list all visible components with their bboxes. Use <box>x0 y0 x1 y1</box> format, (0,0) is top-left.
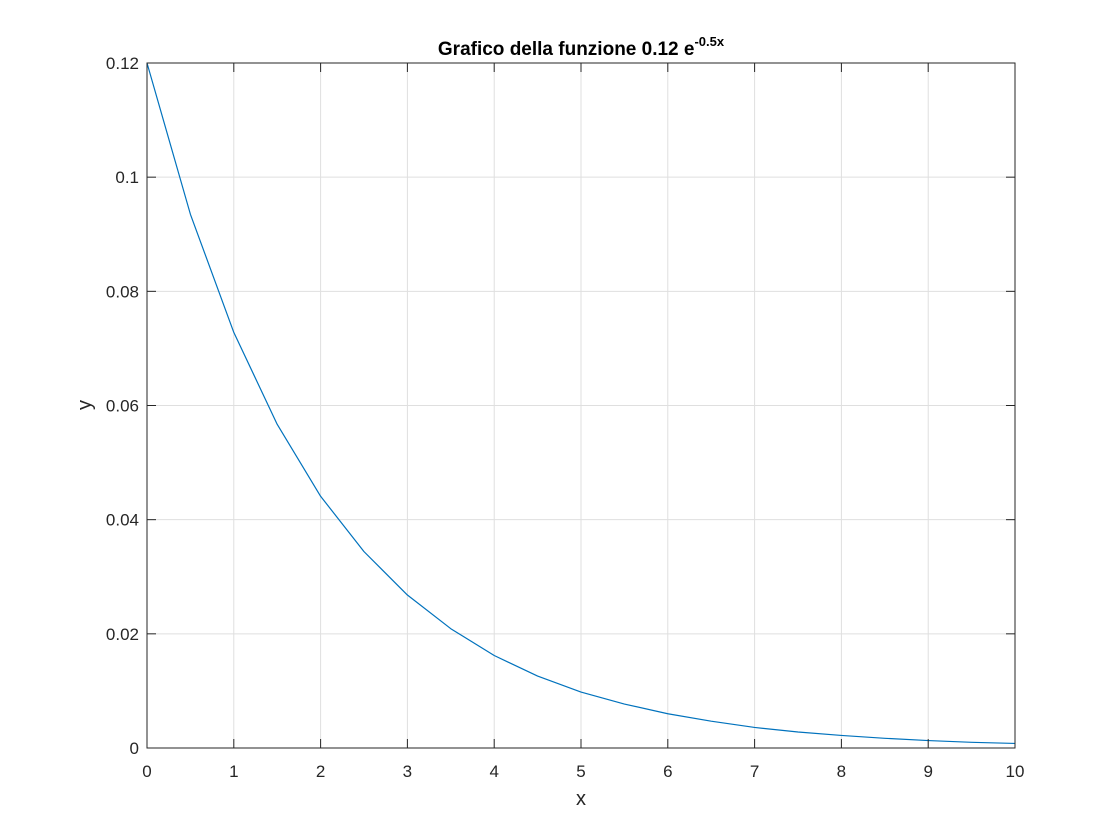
x-tick-label: 9 <box>923 762 932 781</box>
chart-title-main: Grafico della funzione 0.12 e <box>438 39 695 60</box>
x-tick-label: 6 <box>663 762 672 781</box>
x-axis-label: x <box>576 788 586 810</box>
x-tick-label: 5 <box>576 762 585 781</box>
y-tick-label: 0.02 <box>106 625 139 644</box>
y-axis-label: y <box>74 400 96 410</box>
y-tick-label: 0.08 <box>106 282 139 301</box>
x-tick-label: 7 <box>750 762 759 781</box>
x-tick-label: 1 <box>229 762 238 781</box>
y-tick-label: 0.04 <box>106 511 139 530</box>
y-tick-labels: 0 0.02 0.04 0.06 0.08 0.1 0.12 <box>106 54 139 758</box>
tick-marks <box>146 62 1016 749</box>
x-tick-label: 0 <box>142 762 151 781</box>
x-tick-label: 3 <box>403 762 412 781</box>
x-tick-label: 4 <box>489 762 498 781</box>
series-layer <box>146 62 1016 745</box>
x-tick-label: 10 <box>1006 762 1025 781</box>
y-tick-label: 0.12 <box>106 54 139 73</box>
chart-title: Grafico della funzione 0.12 e-0.5x <box>438 34 725 60</box>
x-tick-label: 2 <box>316 762 325 781</box>
y-tick-label: 0.06 <box>106 397 139 416</box>
series-line <box>146 62 1016 745</box>
y-tick-label: 0.1 <box>115 168 139 187</box>
chart-title-exponent: -0.5x <box>694 34 724 49</box>
y-tick-label: 0 <box>130 739 139 758</box>
x-tick-label: 8 <box>837 762 846 781</box>
x-tick-labels: 0 1 2 3 4 5 6 7 8 9 10 <box>142 762 1024 781</box>
